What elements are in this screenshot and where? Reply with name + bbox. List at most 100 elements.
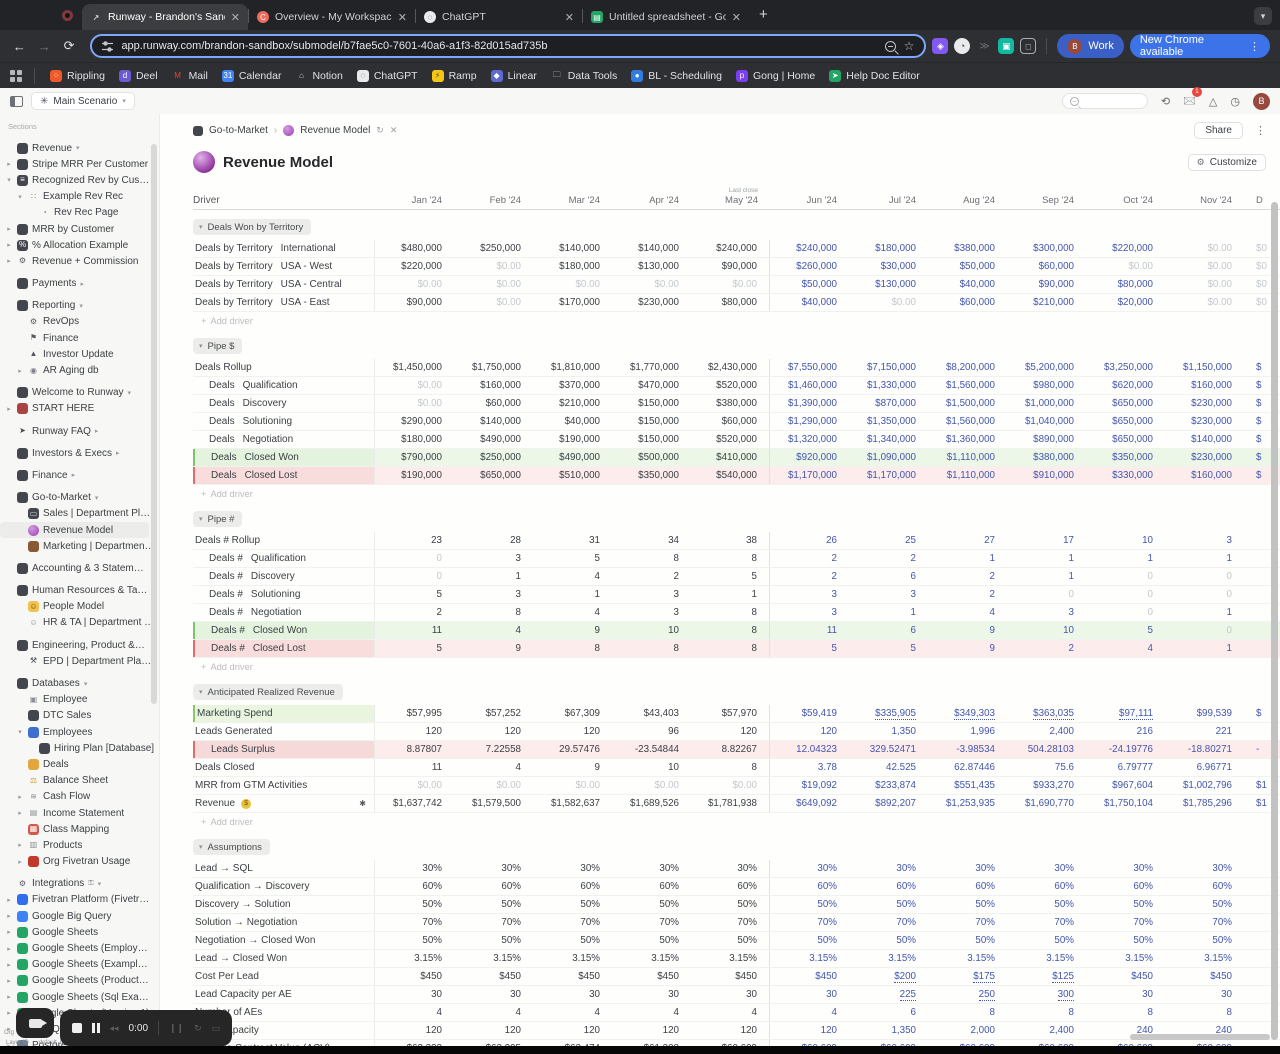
table-cell[interactable]: 3.15%: [651, 953, 679, 964]
browser-tab[interactable]: ◌ ChatGPT ✕: [416, 4, 582, 30]
table-cell[interactable]: $1,637,742: [392, 798, 442, 809]
row-label-cell[interactable]: Deals Solutioning: [193, 413, 375, 430]
expand-chevron-icon[interactable]: ▸: [7, 913, 11, 921]
table-cell[interactable]: $60,609: [770, 1040, 849, 1046]
table-cell[interactable]: 120: [504, 726, 521, 737]
table-cell-clipped[interactable]: $: [1256, 434, 1262, 445]
share-button[interactable]: Share: [1194, 122, 1243, 139]
table-cell[interactable]: 34: [668, 535, 679, 546]
table-cell[interactable]: $90,000: [691, 258, 770, 275]
table-cell[interactable]: 30%: [896, 863, 916, 874]
table-cell[interactable]: $520,000: [691, 377, 770, 394]
table-cell[interactable]: 3.15%: [967, 953, 995, 964]
table-cell[interactable]: 1: [1226, 643, 1232, 654]
add-driver-button[interactable]: + Add driver: [201, 488, 253, 499]
table-cell[interactable]: 6: [910, 625, 916, 636]
table-cell[interactable]: 62.87446: [954, 762, 995, 773]
table-cell[interactable]: $230,000: [1191, 398, 1232, 409]
table-cell[interactable]: $180,000: [875, 243, 916, 254]
tab-search-chevron-icon[interactable]: ▾: [1254, 7, 1272, 25]
table-cell[interactable]: $190,000: [559, 434, 600, 445]
table-cell[interactable]: 4: [515, 1007, 521, 1018]
table-cell[interactable]: $160,000: [1191, 470, 1232, 481]
sidebar-item[interactable]: ▸ ◉ AR Aging db: [0, 362, 159, 378]
table-cell[interactable]: $90,000: [406, 297, 442, 308]
sidebar-scrollbar[interactable]: [151, 144, 157, 704]
row-label-cell[interactable]: Leads Generated: [193, 723, 375, 740]
url-bar[interactable]: app.runway.com/brandon-sandbox/submodel/…: [90, 34, 927, 58]
table-cell[interactable]: 60%: [1212, 881, 1232, 892]
table-cell[interactable]: $43,403: [643, 708, 679, 719]
table-cell[interactable]: 30%: [501, 863, 521, 874]
table-cell[interactable]: $890,000: [1033, 434, 1074, 445]
row-label-cell[interactable]: Deals Closed Won: [193, 449, 375, 466]
table-cell[interactable]: $910,000: [1033, 470, 1074, 481]
sidebar-item[interactable]: ⚖ Balance Sheet: [0, 773, 159, 789]
bookmark-item[interactable]: ◆ Linear: [484, 69, 544, 82]
table-cell[interactable]: $59,419: [801, 708, 837, 719]
sidebar-item[interactable]: ▸ Fivetran Platform (Fivetran Log): [0, 892, 159, 908]
table-cell[interactable]: $1,330,000: [866, 380, 916, 391]
sidebar-item[interactable]: ▸ ▤ Income Statement: [0, 805, 159, 821]
table-cell[interactable]: $892,207: [875, 798, 916, 809]
expand-chevron-icon[interactable]: ▸: [7, 929, 11, 937]
bookmark-item[interactable]: 31 Calendar: [215, 69, 289, 82]
row-label-cell[interactable]: Average Contract Value (ACV): [193, 1040, 375, 1046]
sidebar-item[interactable]: ▸ MRR by Customer: [0, 221, 159, 237]
sidebar-item[interactable]: ▸ Org Fivetran Usage: [0, 854, 159, 870]
table-cell[interactable]: 4: [673, 1007, 679, 1018]
table-cell[interactable]: 3.78: [817, 762, 837, 773]
sidebar-item[interactable]: ▸ Stripe MRR Per Customer: [0, 156, 159, 172]
table-cell[interactable]: $0.00: [1207, 243, 1232, 254]
table-cell[interactable]: 2: [1068, 643, 1074, 654]
table-cell[interactable]: $63,295: [454, 1040, 533, 1046]
zoom-out-icon[interactable]: [884, 40, 896, 52]
table-cell[interactable]: 120: [583, 1025, 600, 1036]
expand-chevron-icon[interactable]: ▸: [7, 405, 11, 413]
table-cell[interactable]: 3: [673, 589, 679, 600]
table-cell[interactable]: 8: [1226, 1007, 1232, 1018]
sidebar-item[interactable]: Human Resources & Talent Ac...▾: [0, 583, 159, 599]
row-label-cell[interactable]: Deals # Closed Lost: [193, 640, 375, 657]
row-label-cell[interactable]: Deals # Rollup: [193, 532, 375, 549]
table-cell[interactable]: 120: [691, 1022, 770, 1039]
table-cell[interactable]: 70%: [422, 917, 442, 928]
table-cell[interactable]: 5: [831, 643, 837, 654]
sidebar-item[interactable]: ⚑ Finance: [0, 330, 159, 346]
table-cell[interactable]: 70%: [1133, 917, 1153, 928]
row-label-cell[interactable]: Deals by Territory USA - West: [193, 258, 375, 275]
table-cell[interactable]: 120: [691, 723, 770, 740]
sidebar-item[interactable]: ▸ Google Sheets: [0, 924, 159, 940]
table-cell[interactable]: $60,609: [849, 1040, 928, 1046]
table-cell[interactable]: $300,000: [1033, 243, 1074, 254]
expand-chevron-icon[interactable]: ▸: [18, 842, 22, 850]
table-cell[interactable]: 30: [826, 989, 837, 1000]
table-cell[interactable]: 29.57476: [559, 744, 600, 755]
table-cell[interactable]: 30%: [422, 863, 442, 874]
table-cell[interactable]: 30%: [1212, 863, 1232, 874]
table-cell[interactable]: 3.15%: [888, 953, 916, 964]
pause-recording-button[interactable]: [92, 1023, 100, 1033]
table-cell[interactable]: 2: [831, 553, 837, 564]
table-cell[interactable]: 216: [1136, 726, 1153, 737]
sidebar-item[interactable]: Welcome to Runway ▾: [0, 385, 159, 401]
row-label-cell[interactable]: Marketing Spend: [193, 705, 375, 722]
table-cell[interactable]: $380,000: [691, 395, 770, 412]
trash-icon[interactable]: ▭: [211, 1022, 221, 1033]
table-cell[interactable]: $933,270: [1033, 780, 1074, 791]
table-cell[interactable]: $650,000: [1112, 434, 1153, 445]
table-cell[interactable]: $1,090,000: [866, 452, 916, 463]
table-cell[interactable]: 60%: [691, 878, 770, 895]
url-text[interactable]: app.runway.com/brandon-sandbox/submodel/…: [121, 40, 548, 52]
expand-chevron-icon[interactable]: ▸: [7, 977, 11, 985]
sidebar-item[interactable]: ☺ HR & TA | Department Planning: [0, 615, 159, 631]
sidebar-item[interactable]: ➤ Runway FAQ ▸: [0, 423, 159, 439]
table-cell[interactable]: 5: [594, 553, 600, 564]
table-cell[interactable]: $80,000: [691, 294, 770, 311]
table-cell[interactable]: 8: [691, 604, 770, 621]
table-cell[interactable]: 60%: [501, 881, 521, 892]
table-cell[interactable]: 2,000: [970, 1025, 995, 1036]
table-cell[interactable]: 70%: [691, 914, 770, 931]
table-cell[interactable]: $57,995: [406, 708, 442, 719]
table-cell[interactable]: $790,000: [401, 452, 442, 463]
